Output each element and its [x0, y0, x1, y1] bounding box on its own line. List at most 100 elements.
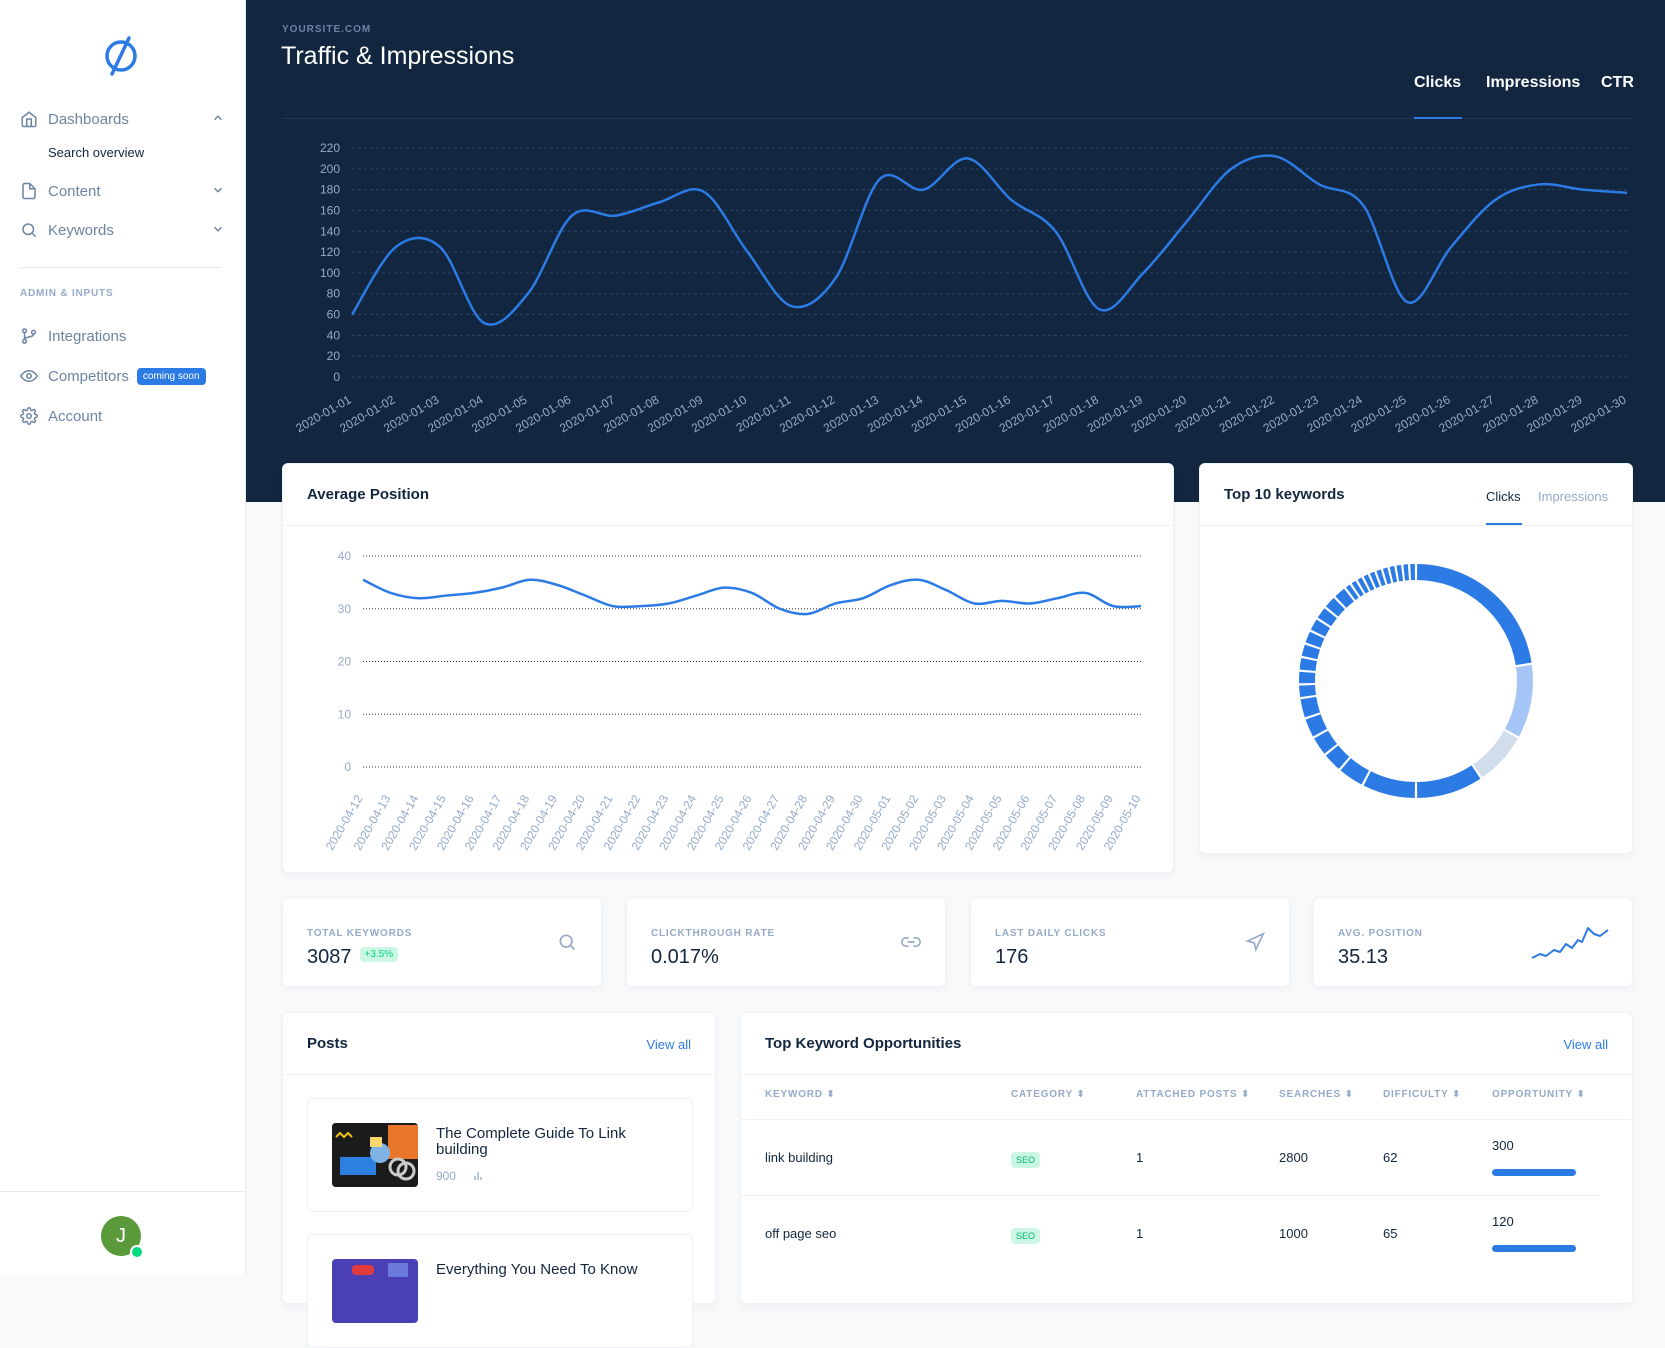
donut-slice[interactable] [1473, 730, 1518, 778]
link-icon [901, 937, 921, 947]
tab-keywords-clicks[interactable]: Clicks [1486, 489, 1521, 504]
y-tick-label: 180 [320, 183, 340, 197]
donut-slice[interactable] [1363, 771, 1415, 798]
tab-clicks[interactable]: Clicks [1414, 74, 1462, 91]
sidebar-item-integrations[interactable]: Integrations [20, 322, 225, 350]
column-header-keyword[interactable]: KEYWORD ⬍ [765, 1089, 836, 1100]
settings-icon [20, 407, 38, 425]
stat-change-badge: +3.5% [359, 947, 399, 963]
donut-slice[interactable] [1299, 685, 1316, 698]
post-meta: 900 [436, 1169, 483, 1183]
logo-icon[interactable] [101, 34, 141, 78]
donut-slice[interactable] [1357, 577, 1369, 594]
post-title[interactable]: Everything You Need To Know [436, 1261, 638, 1278]
top-keywords-donut-chart [1299, 564, 1533, 798]
sidebar-item-content[interactable]: Content [20, 177, 225, 205]
tab-active-indicator [1414, 117, 1462, 119]
post-thumbnail [332, 1259, 418, 1323]
row-divider [741, 1195, 1600, 1196]
donut-slice[interactable] [1314, 730, 1337, 754]
cell-difficulty: 65 [1383, 1226, 1398, 1241]
opportunity-bar [1492, 1245, 1576, 1252]
tab-keywords-impressions[interactable]: Impressions [1538, 489, 1609, 504]
donut-slice[interactable] [1363, 574, 1375, 591]
card-title: Top 10 keywords [1224, 486, 1345, 503]
table-header-divider [741, 1119, 1630, 1120]
donut-slice[interactable] [1396, 564, 1404, 582]
donut-slice[interactable] [1410, 564, 1415, 581]
sidebar-section-heading: ADMIN & INPUTS [20, 288, 114, 299]
y-tick-label: 60 [327, 308, 341, 322]
donut-slice[interactable] [1317, 608, 1337, 627]
cell-opportunity: 120 [1492, 1214, 1514, 1229]
sidebar-divider [20, 267, 221, 268]
sort-icon: ⬍ [826, 1089, 836, 1100]
donut-slice[interactable] [1335, 588, 1354, 608]
donut-slice[interactable] [1345, 584, 1359, 601]
sidebar-item-keywords[interactable]: Keywords [20, 216, 225, 244]
donut-slice[interactable] [1305, 714, 1328, 737]
file-icon [20, 182, 38, 200]
column-header-difficulty[interactable]: DIFFICULTY ⬍ [1383, 1089, 1462, 1100]
post-item[interactable]: Everything You Need To Know [307, 1234, 693, 1348]
series-line [350, 154, 1628, 326]
donut-slice[interactable] [1305, 631, 1325, 648]
donut-slice[interactable] [1369, 571, 1380, 589]
card-header: Top 10 keywords Clicks Impressions [1200, 464, 1632, 526]
sidebar-subitem-search-overview[interactable]: Search overview [48, 145, 145, 160]
page-title: Traffic & Impressions [281, 42, 515, 70]
sidebar-item-account[interactable]: Account [20, 402, 225, 430]
sidebar-item-dashboards[interactable]: Dashboards [20, 105, 225, 133]
donut-slice[interactable] [1299, 671, 1316, 684]
column-header-opportunity[interactable]: OPPORTUNITY ⬍ [1492, 1089, 1586, 1100]
posts-card: Posts View all The Complete Guide To Lin… [282, 1012, 716, 1348]
donut-slice[interactable] [1382, 567, 1392, 585]
donut-slice[interactable] [1310, 619, 1331, 637]
sidebar-item-label: Keywords [48, 221, 114, 239]
stat-value: 3087 +3.5% [307, 946, 399, 969]
tab-impressions[interactable]: Impressions [1486, 74, 1581, 91]
donut-slice[interactable] [1376, 569, 1386, 586]
git-branch-icon [20, 327, 38, 345]
home-icon [20, 110, 38, 128]
sidebar-footer-divider [0, 1191, 245, 1192]
post-item[interactable]: The Complete Guide To Link building 900 [307, 1098, 693, 1212]
y-tick-label: 100 [320, 266, 340, 280]
column-header-searches[interactable]: SEARCHES ⬍ [1279, 1089, 1354, 1100]
traffic-line-chart: 0204060801001201401601802002202020-01-01… [293, 141, 1628, 435]
donut-slice[interactable] [1340, 758, 1369, 785]
page-pretitle: YOURSITE.COM [282, 24, 372, 35]
donut-slice[interactable] [1417, 564, 1532, 666]
navigation-icon [1245, 932, 1265, 952]
chevron-down-icon [213, 187, 223, 193]
opportunities-view-all-link[interactable]: View all [1563, 1037, 1608, 1052]
chevron-up-icon [213, 115, 223, 121]
donut-slice[interactable] [1325, 597, 1345, 617]
donut-slice[interactable] [1417, 765, 1481, 798]
stat-label: LAST DAILY CLICKS [995, 928, 1107, 939]
stat-card-total-keywords: TOTAL KEYWORDS 3087 +3.5% [282, 897, 602, 987]
posts-view-all-link[interactable]: View all [646, 1037, 691, 1052]
donut-slice[interactable] [1299, 658, 1317, 672]
card-header: Posts View all [283, 1013, 715, 1075]
tab-ctr[interactable]: CTR [1601, 74, 1634, 91]
column-header-attached-posts[interactable]: ATTACHED POSTS ⬍ [1136, 1089, 1251, 1100]
stat-value: 0.017% [651, 946, 719, 968]
column-header-category[interactable]: CATEGORY ⬍ [1011, 1089, 1086, 1100]
y-tick-label: 80 [327, 287, 341, 301]
post-title[interactable]: The Complete Guide To Link building [436, 1125, 626, 1158]
donut-slice[interactable] [1301, 644, 1321, 660]
donut-slice[interactable] [1325, 745, 1350, 769]
sidebar-item-label: Content [48, 182, 101, 200]
donut-slice[interactable] [1403, 564, 1410, 581]
donut-slice[interactable] [1504, 664, 1533, 737]
y-tick-label: 120 [320, 245, 340, 259]
average-position-card: Average Position 0 10 20 30 40 2020-04-12 2020… [282, 463, 1174, 873]
sort-icon: ⬍ [1452, 1089, 1462, 1100]
donut-slice[interactable] [1300, 696, 1321, 718]
sidebar-item-label: Dashboards [48, 110, 129, 128]
donut-slice[interactable] [1389, 566, 1398, 583]
stat-value: 35.13 [1338, 946, 1389, 968]
donut-slice[interactable] [1351, 580, 1364, 597]
sidebar-item-competitors[interactable]: Competitors coming soon [20, 362, 225, 390]
